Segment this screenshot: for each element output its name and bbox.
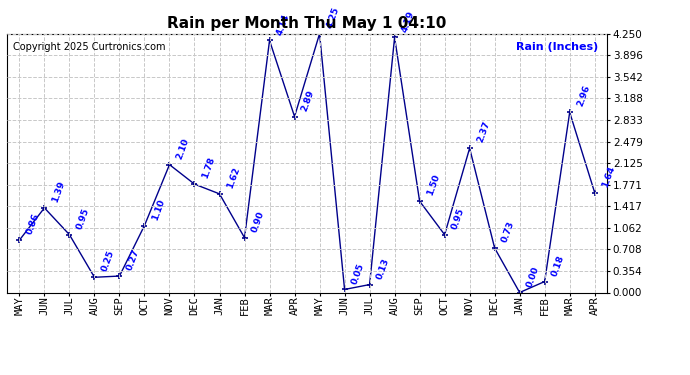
Text: 4.19: 4.19 xyxy=(400,9,416,33)
Text: 0.27: 0.27 xyxy=(125,248,141,272)
Text: 0.00: 0.00 xyxy=(525,265,541,288)
Text: 1.39: 1.39 xyxy=(50,180,66,204)
Text: 0.18: 0.18 xyxy=(550,254,566,278)
Text: 1.10: 1.10 xyxy=(150,198,166,221)
Text: 0.95: 0.95 xyxy=(450,207,466,231)
Text: 2.10: 2.10 xyxy=(175,137,191,160)
Text: 1.64: 1.64 xyxy=(600,165,616,189)
Text: 2.37: 2.37 xyxy=(475,120,491,144)
Text: Rain (Inches): Rain (Inches) xyxy=(516,42,598,51)
Text: 1.50: 1.50 xyxy=(425,173,441,197)
Text: 4.14: 4.14 xyxy=(275,12,291,36)
Text: 0.05: 0.05 xyxy=(350,262,366,285)
Text: 2.96: 2.96 xyxy=(575,84,591,108)
Text: 0.95: 0.95 xyxy=(75,207,91,231)
Text: 0.25: 0.25 xyxy=(100,249,116,273)
Text: 4.25: 4.25 xyxy=(325,6,341,30)
Title: Rain per Month Thu May 1 04:10: Rain per Month Thu May 1 04:10 xyxy=(168,16,446,31)
Text: 0.13: 0.13 xyxy=(375,256,391,280)
Text: 0.90: 0.90 xyxy=(250,210,266,234)
Text: Copyright 2025 Curtronics.com: Copyright 2025 Curtronics.com xyxy=(13,42,166,51)
Text: 1.78: 1.78 xyxy=(200,156,216,180)
Text: 1.62: 1.62 xyxy=(225,166,241,190)
Text: 0.73: 0.73 xyxy=(500,220,516,244)
Text: 2.89: 2.89 xyxy=(300,88,316,112)
Text: 0.86: 0.86 xyxy=(25,212,41,236)
